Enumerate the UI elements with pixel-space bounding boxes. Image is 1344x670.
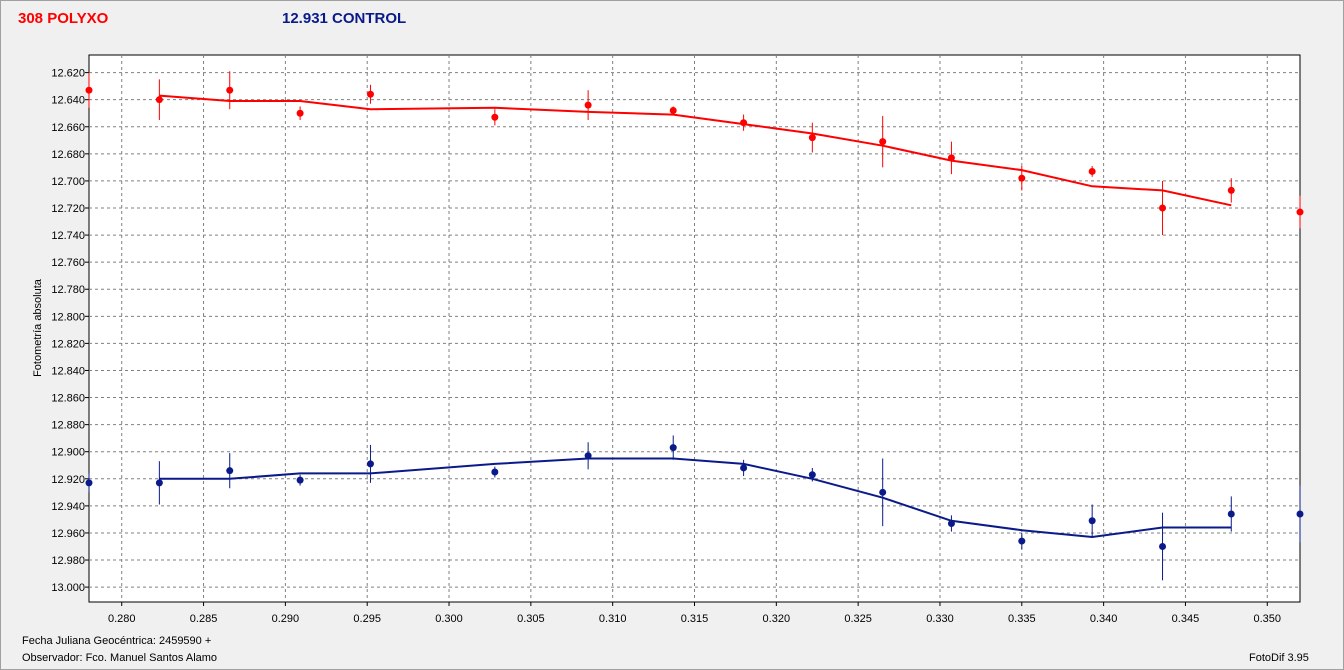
data-point (879, 488, 887, 496)
julian-date-label: Fecha Juliana Geocéntrica: 2459590 + (22, 635, 212, 647)
data-point (296, 109, 304, 117)
data-point (85, 86, 93, 94)
data-point (85, 479, 93, 487)
y-tick-label: 12.900 (51, 447, 85, 459)
x-tick-label: 0.320 (763, 613, 791, 625)
y-tick-label: 12.800 (51, 311, 85, 323)
data-point (366, 460, 374, 468)
data-point (1159, 542, 1167, 550)
data-point (1088, 517, 1096, 525)
x-tick-label: 0.315 (681, 613, 709, 625)
data-point (879, 138, 887, 146)
y-tick-label: 12.880 (51, 420, 85, 432)
y-tick-label: 12.820 (51, 338, 85, 350)
data-point (947, 519, 955, 527)
x-tick-label: 0.300 (435, 613, 463, 625)
y-tick-label: 12.740 (51, 230, 85, 242)
data-point (491, 468, 499, 476)
x-tick-label: 0.330 (926, 613, 954, 625)
data-point (155, 479, 163, 487)
data-point (669, 107, 677, 115)
data-point (584, 452, 592, 460)
data-point (226, 467, 234, 475)
data-point (226, 86, 234, 94)
data-point (584, 101, 592, 109)
data-point (366, 90, 374, 98)
data-point (155, 96, 163, 104)
data-point (1088, 167, 1096, 175)
x-tick-label: 0.305 (517, 613, 545, 625)
observer-label: Observador: Fco. Manuel Santos Alamo (22, 652, 218, 664)
y-tick-label: 12.640 (51, 95, 85, 107)
x-tick-label: 0.290 (272, 613, 300, 625)
y-tick-label: 12.720 (51, 203, 85, 215)
y-tick-label: 12.780 (51, 284, 85, 296)
data-point (1227, 510, 1235, 518)
y-tick-label: 12.660 (51, 122, 85, 134)
series-1 (85, 435, 1304, 581)
software-label: FotoDif 3.95 (1249, 652, 1309, 664)
x-tick-label: 0.310 (599, 613, 627, 625)
y-tick-label: 12.700 (51, 176, 85, 188)
series-0 (85, 71, 1304, 236)
x-tick-label: 0.285 (190, 613, 218, 625)
x-tick-label: 0.280 (108, 613, 136, 625)
data-point (808, 471, 816, 479)
y-tick-label: 12.620 (51, 68, 85, 80)
data-point (740, 119, 748, 127)
y-tick-label: 12.960 (51, 528, 85, 540)
data-point (491, 113, 499, 121)
y-tick-label: 12.940 (51, 501, 85, 513)
x-tick-label: 0.295 (353, 613, 381, 625)
x-tick-label: 0.325 (844, 613, 872, 625)
grid (89, 55, 1300, 602)
y-tick-label: 12.920 (51, 474, 85, 486)
data-point (1296, 510, 1304, 518)
data-point (1227, 186, 1235, 194)
control-title: 12.931 CONTROL (282, 10, 407, 27)
data-point (1018, 174, 1026, 182)
data-point (947, 154, 955, 162)
data-point (808, 134, 816, 142)
x-tick-label: 0.335 (1008, 613, 1036, 625)
data-point (1159, 204, 1167, 212)
x-tick-label: 0.345 (1172, 613, 1200, 625)
target-title: 308 POLYXO (18, 10, 109, 27)
y-tick-label: 12.680 (51, 149, 85, 161)
x-tick-label: 0.350 (1254, 613, 1282, 625)
y-tick-label: 12.860 (51, 393, 85, 405)
y-tick-label: 12.760 (51, 257, 85, 269)
data-point (296, 476, 304, 484)
y-axis-label: Fotometría absoluta (32, 278, 44, 377)
series-layer (85, 71, 1304, 581)
data-point (1296, 208, 1304, 216)
y-tick-label: 13.000 (51, 582, 85, 594)
y-tick-label: 12.840 (51, 365, 85, 377)
data-point (740, 464, 748, 472)
data-point (669, 444, 677, 452)
y-tick-label: 12.980 (51, 555, 85, 567)
axes: 0.280 0.285 0.290 0.295 0.300 0.305 0.310 0.315… (51, 68, 1281, 625)
data-point (1018, 537, 1026, 545)
x-tick-label: 0.340 (1090, 613, 1118, 625)
